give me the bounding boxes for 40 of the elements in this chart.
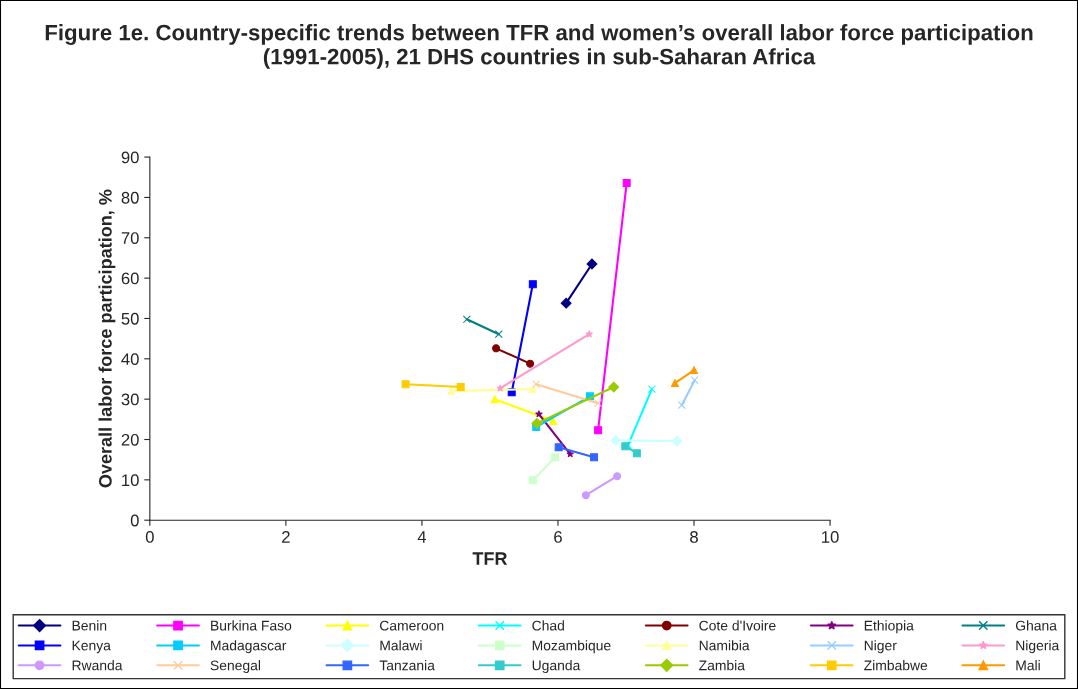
y-axis-title: Overall labor force participation, % [98,189,116,488]
legend-label: Madagascar [211,640,287,654]
legend-label: Zimbabwe [864,660,928,671]
legend-label: Niger [864,640,897,654]
legend-label: Ethiopia [864,620,914,634]
legend-label: Rwanda [72,660,123,671]
x-tick-label: 4 [417,531,427,543]
y-tick-label: 60 [121,272,139,285]
y-tick-label: 0 [130,514,139,527]
x-tick-label: 8 [690,531,698,543]
legend-label: Uganda [532,660,581,674]
legend-label: Nigeria [1016,640,1060,654]
legend-label: Cote d'Ivoire [699,620,776,631]
y-tick-label: 20 [121,433,139,446]
legend-label: Tanzania [379,660,435,671]
chart-title: Figure 1e. Country-specific trends between TFR and women’s overall labor force participation (1991-2005), 21 DHS countries in sub-Saharan Africa [45,24,1033,69]
legend-label: Benin [72,620,107,631]
legend-label: Zambia [699,660,745,671]
x-tick-label: 2 [282,531,290,543]
y-tick-label: 10 [122,474,139,487]
legend-label: Ghana [1015,620,1057,631]
x-axis-title: TFR [472,552,508,565]
legend-label: Cameroon [380,620,444,631]
y-tick-label: 70 [121,232,139,244]
legend-label: Burkina Faso [211,620,292,631]
legend-label: Kenya [72,640,111,654]
legend-label: Mozambique [532,640,611,654]
legend-label: Namibia [699,640,750,651]
y-tick-label: 80 [121,191,139,204]
x-tick-label: 0 [145,531,154,543]
x-tick-label: 6 [554,531,562,543]
y-tick-label: 40 [121,353,139,366]
legend-label: Chad [532,620,564,631]
legend-label: Malawi [380,640,422,651]
y-tick-label: 90 [121,151,139,164]
legend-label: Senegal [210,660,261,674]
y-tick-label: 30 [121,393,139,406]
x-tick-label: 10 [822,531,839,543]
legend-label: Mali [1016,660,1040,671]
y-tick-label: 50 [121,312,139,325]
